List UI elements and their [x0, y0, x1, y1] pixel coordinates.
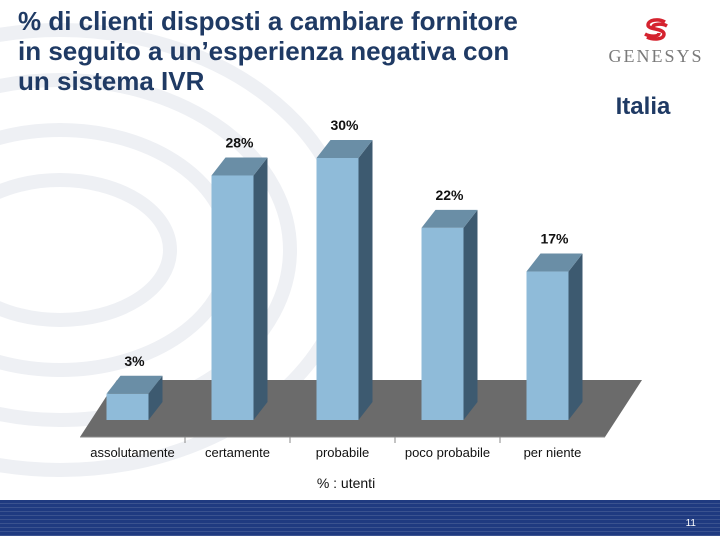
bar-top: [526, 253, 583, 272]
footer-divider: [0, 496, 720, 498]
data-label: 3%: [124, 353, 145, 369]
bar-front: [211, 175, 254, 420]
bar-side: [148, 375, 163, 420]
x-tick-label: per niente: [524, 445, 582, 460]
bar-side: [358, 140, 373, 420]
x-tick-label: probabile: [316, 445, 370, 460]
bar-top: [211, 157, 268, 176]
bar-front: [106, 393, 149, 420]
bar-front: [316, 158, 359, 420]
bar-side: [568, 253, 583, 420]
bar-side: [463, 209, 478, 420]
slide-title: % di clienti disposti a cambiare fornito…: [18, 6, 518, 96]
bar-3: [316, 140, 373, 420]
genesys-s-icon: [644, 18, 668, 41]
bar-4: [421, 209, 478, 420]
page-number: 11: [685, 518, 696, 529]
data-label: 30%: [330, 117, 359, 133]
data-label: 22%: [435, 187, 464, 203]
x-tick-label: certamente: [205, 445, 270, 460]
footer-band: 11: [0, 500, 720, 536]
bar-2: [211, 157, 268, 420]
logo-wordmark: GENESYS: [608, 46, 704, 66]
x-axis-title: % : utenti: [317, 475, 375, 491]
genesys-logo: GENESYS: [604, 16, 708, 72]
bar-front: [526, 271, 569, 420]
bar-side: [253, 157, 268, 420]
data-label: 17%: [540, 231, 569, 247]
x-tick-label: assolutamente: [90, 445, 175, 460]
bar-1: [106, 375, 163, 420]
country-label: Italia: [615, 93, 671, 120]
bar-5: [526, 253, 583, 420]
bar-top: [106, 375, 163, 394]
x-tick-label: poco probabile: [405, 445, 490, 460]
bar-front: [421, 227, 464, 420]
bar-top: [421, 209, 478, 228]
data-label: 28%: [225, 134, 254, 150]
bar-top: [316, 140, 373, 158]
